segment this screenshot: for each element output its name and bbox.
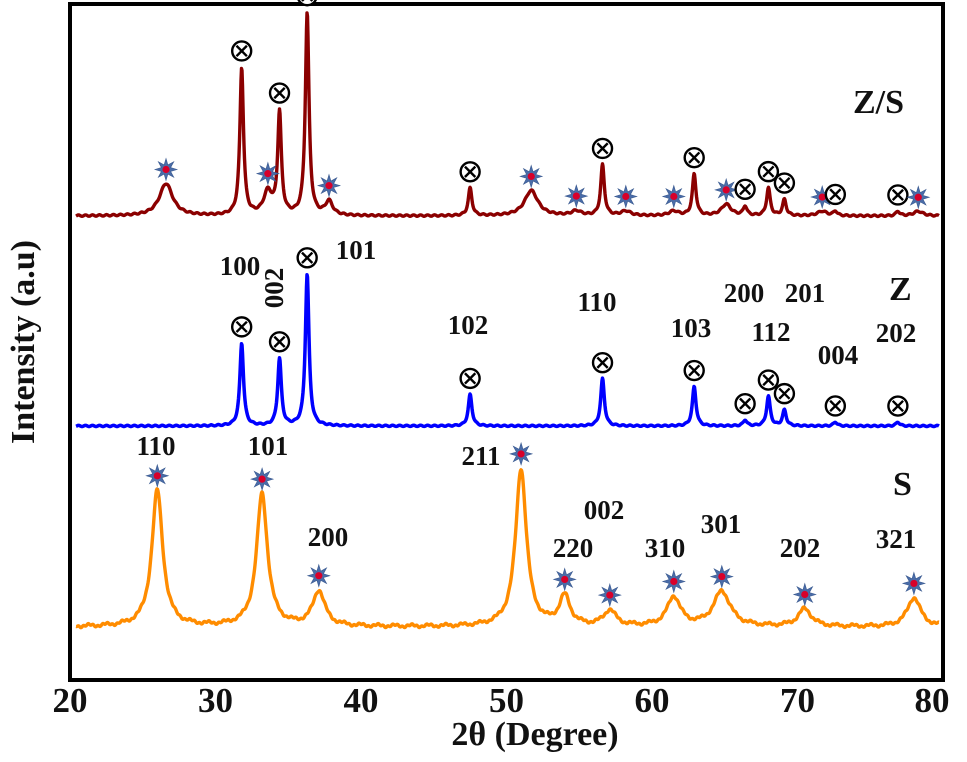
cross-circle-marker	[887, 184, 909, 206]
cross-circle-marker	[757, 160, 780, 183]
cross-circle-marker	[824, 183, 847, 206]
peak-hkl-label: 202	[780, 533, 821, 563]
cross-circle-marker	[773, 172, 796, 194]
cross-circle-marker	[683, 359, 705, 382]
x-tick-label: 80	[915, 681, 950, 720]
peak-hkl-label: 301	[701, 509, 742, 539]
series-name-z: Z	[889, 271, 912, 308]
star-marker	[709, 564, 734, 589]
x-tick-label: 60	[635, 681, 670, 720]
cross-circle-marker	[887, 395, 909, 417]
peak-hkl-label: 201	[785, 278, 826, 308]
peak-hkl-label: 110	[136, 431, 175, 461]
star-marker	[661, 569, 686, 594]
x-tick-label: 40	[344, 681, 379, 720]
peak-hkl-label: 101	[336, 235, 377, 265]
series-line	[74, 468, 941, 630]
x-tick-label: 20	[53, 681, 88, 720]
cross-circle-marker	[296, 247, 318, 269]
peak-hkl-label: 101	[248, 431, 289, 461]
cross-circle-marker	[734, 178, 756, 200]
star-marker	[145, 463, 170, 488]
peak-hkl-label: 110	[577, 287, 616, 317]
traces	[74, 11, 941, 630]
cross-circle-marker	[230, 316, 253, 338]
star-marker	[250, 467, 275, 492]
peak-hkl-label: 321	[876, 524, 917, 554]
x-axis-title: 2θ (Degree)	[451, 716, 618, 753]
peak-markers	[145, 0, 931, 608]
series-line	[74, 272, 941, 429]
cross-circle-marker	[591, 351, 614, 374]
cross-circle-marker	[459, 367, 481, 390]
peak-hkl-label: 004	[818, 340, 859, 370]
peak-hkl-label: 002	[259, 268, 289, 309]
peak-hkl-label: 102	[448, 310, 489, 340]
cross-circle-marker	[757, 369, 780, 391]
peak-hkl-label: 202	[876, 318, 917, 348]
cross-circle-marker	[297, 0, 317, 7]
series-line	[74, 11, 941, 219]
cross-circle-marker	[773, 382, 796, 405]
star-marker	[564, 184, 589, 209]
cross-circle-marker	[459, 161, 481, 183]
series-name-zs: Z/S	[853, 84, 904, 121]
peak-hkl-label: 200	[724, 278, 765, 308]
plot-frame	[68, 2, 945, 682]
peak-hkl-label: 112	[751, 317, 790, 347]
peak-hkl-label: 310	[645, 533, 686, 563]
star-marker	[901, 571, 926, 596]
x-tick-label: 30	[198, 681, 233, 720]
star-marker	[906, 185, 931, 210]
series-name-s: S	[893, 466, 912, 503]
cross-circle-marker	[230, 40, 253, 62]
peak-hkl-label: 103	[671, 313, 712, 343]
star-marker	[519, 164, 544, 189]
cross-circle-marker	[683, 146, 705, 169]
x-tick-labels: 20 30 40 50 60 70 80	[53, 681, 950, 720]
star-marker	[792, 582, 817, 607]
peak-hkl-label: 200	[308, 522, 349, 552]
star-marker	[316, 173, 342, 198]
star-marker	[597, 583, 622, 608]
x-tick-label: 50	[489, 681, 524, 720]
star-marker	[714, 177, 739, 202]
star-marker	[661, 184, 686, 209]
cross-circle-marker	[734, 392, 756, 415]
cross-circle-marker	[591, 137, 614, 160]
cross-circle-marker	[268, 82, 291, 104]
peak-hkl-label: 220	[553, 533, 594, 563]
peak-hkl-label: 002	[584, 495, 625, 525]
cross-circle-marker	[824, 395, 847, 417]
star-marker	[613, 184, 638, 209]
peak-hkl-label: 100	[220, 251, 261, 281]
star-marker	[306, 563, 331, 588]
star-marker	[153, 157, 179, 182]
star-marker	[552, 567, 577, 592]
y-axis-title: Intensity (a.u)	[5, 240, 42, 444]
x-tick-label: 70	[780, 681, 815, 720]
star-marker	[509, 441, 534, 466]
star-marker	[255, 161, 280, 186]
cross-circle-marker	[268, 331, 291, 353]
peak-hkl-label: 211	[461, 441, 500, 471]
